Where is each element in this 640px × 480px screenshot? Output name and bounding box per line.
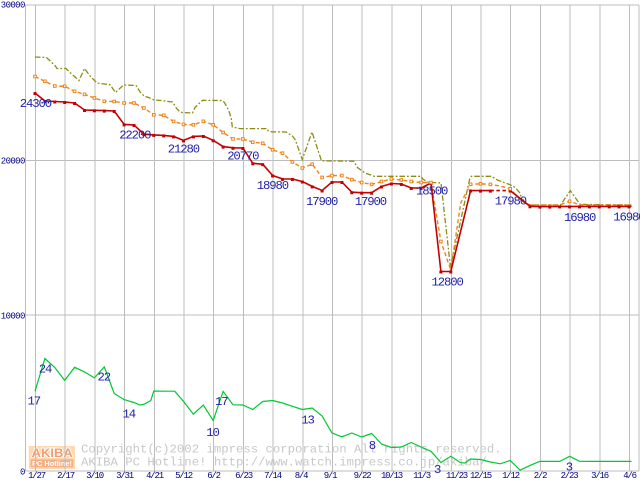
svg-text:22200: 22200 — [119, 129, 151, 143]
svg-text:17900: 17900 — [355, 195, 387, 209]
svg-text:6/23: 6/23 — [235, 471, 253, 480]
svg-text:5/12: 5/12 — [175, 471, 193, 480]
svg-text:3/10: 3/10 — [86, 471, 104, 480]
svg-text:10000: 10000 — [1, 312, 25, 322]
svg-text:13: 13 — [301, 414, 314, 428]
svg-text:12/15: 12/15 — [470, 471, 492, 480]
svg-text:2/17: 2/17 — [57, 471, 75, 480]
svg-text:17900: 17900 — [306, 195, 338, 209]
svg-text:4/6: 4/6 — [623, 471, 636, 480]
svg-text:8/4: 8/4 — [295, 471, 308, 480]
svg-text:Copyright(c)2002 impress corpo: Copyright(c)2002 impress corporation All… — [81, 443, 502, 457]
svg-text:9/1: 9/1 — [324, 471, 337, 480]
svg-text:17: 17 — [215, 395, 228, 409]
svg-text:21280: 21280 — [168, 143, 200, 157]
svg-text:4/21: 4/21 — [146, 471, 164, 480]
svg-text:20770: 20770 — [227, 150, 259, 164]
svg-text:2/23: 2/23 — [561, 471, 579, 480]
svg-text:3/16: 3/16 — [591, 471, 609, 480]
svg-text:9/22: 9/22 — [354, 471, 372, 480]
svg-text:14: 14 — [123, 407, 136, 421]
svg-text:8: 8 — [369, 439, 376, 453]
svg-text:20000: 20000 — [1, 157, 25, 167]
svg-text:16980: 16980 — [564, 211, 596, 225]
svg-text:30000: 30000 — [1, 1, 25, 11]
svg-text:24300: 24300 — [20, 97, 52, 111]
svg-text:0: 0 — [20, 467, 25, 477]
svg-text:AKIBA: AKIBA — [32, 446, 73, 460]
svg-text:11/23: 11/23 — [446, 471, 468, 480]
svg-text:17: 17 — [28, 395, 41, 409]
svg-text:1/12: 1/12 — [502, 471, 520, 480]
svg-text:2/2: 2/2 — [534, 471, 547, 480]
svg-text:18500: 18500 — [416, 185, 448, 199]
svg-text:7/14: 7/14 — [264, 471, 282, 480]
svg-text:18980: 18980 — [257, 179, 289, 193]
svg-text:10/13: 10/13 — [381, 471, 403, 480]
svg-text:3: 3 — [566, 461, 573, 475]
svg-text:3/31: 3/31 — [116, 471, 134, 480]
svg-text:10: 10 — [206, 426, 219, 440]
svg-text:12800: 12800 — [432, 276, 464, 290]
svg-text:24: 24 — [39, 363, 52, 377]
svg-text:3: 3 — [434, 463, 441, 477]
svg-text:16980: 16980 — [613, 210, 640, 224]
svg-text:11/3: 11/3 — [413, 471, 431, 480]
svg-text:17980: 17980 — [495, 195, 527, 209]
svg-text:PC Hotline!: PC Hotline! — [32, 461, 72, 468]
svg-text:6/2: 6/2 — [207, 471, 220, 480]
svg-text:1/27: 1/27 — [28, 471, 46, 480]
svg-text:22: 22 — [98, 371, 111, 385]
svg-text:AKIBA PC Hotline! http://www.: AKIBA PC Hotline! http://www.watch.impre… — [81, 456, 487, 470]
